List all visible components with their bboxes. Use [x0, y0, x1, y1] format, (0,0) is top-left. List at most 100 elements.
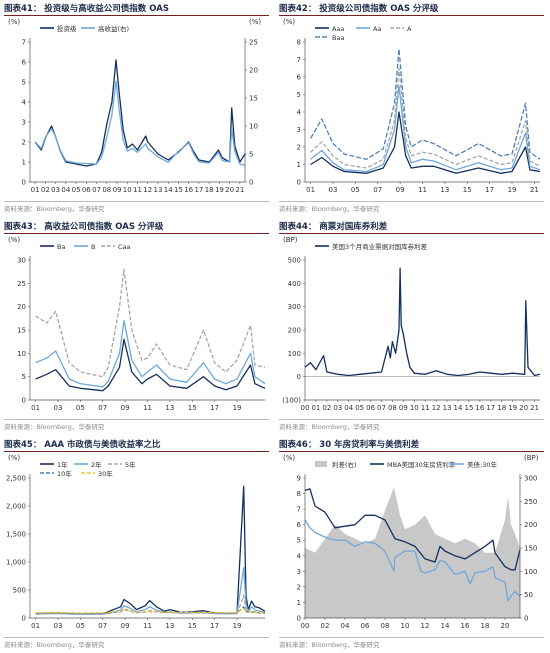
- y-tick-label: 6: [22, 59, 27, 67]
- y-tick-label: 5: [297, 537, 301, 545]
- x-tick-label: 13: [440, 186, 449, 194]
- y-tick-label: 3: [297, 126, 301, 134]
- x-tick-label: 19: [233, 622, 242, 630]
- x-tick-label: 13: [443, 404, 452, 412]
- y-tick-label: 4: [297, 552, 302, 560]
- y2-tick-label: 20: [249, 67, 258, 75]
- x-tick-label: 16: [475, 404, 484, 412]
- x-tick-label: 21: [530, 186, 539, 194]
- x-tick-label: 14: [164, 186, 173, 194]
- left-unit-label: (%): [283, 454, 295, 462]
- legend-label: 投资级: [57, 24, 77, 33]
- y-tick-label: 2,000: [6, 503, 26, 511]
- source-note: 资料来源：Bloomberg，华泰研究: [4, 423, 105, 431]
- left-unit-label: (%): [8, 18, 20, 26]
- title-rule: [4, 15, 269, 16]
- y-tick-label: 7: [297, 56, 301, 64]
- y2-tick-label: 0: [249, 179, 253, 187]
- chart-title: 图表43： 高收益公司债指数 OAS 分评级: [4, 222, 164, 232]
- x-tick-label: 20: [225, 186, 234, 194]
- x-tick-label: 19: [233, 404, 242, 412]
- x-tick-label: 13: [165, 622, 174, 630]
- y2-tick-label: 200: [524, 521, 537, 529]
- y2-tick-label: 100: [524, 568, 537, 576]
- x-tick-label: 18: [205, 186, 214, 194]
- y-tick-label: 0: [22, 179, 26, 187]
- x-tick-label: 17: [486, 404, 495, 412]
- title-rule: [279, 451, 544, 452]
- x-tick-label: 03: [54, 404, 63, 412]
- legend-label: Caa: [118, 243, 131, 251]
- right-unit-label: (BP): [524, 454, 539, 462]
- chart-panel-44: 图表44： 商票对国库券利差 (BP) 美国3个月商业票据对国库券利差 (100) 0…: [275, 218, 550, 435]
- y-tick-label: 5: [22, 373, 26, 381]
- y-tick-label: 7: [297, 506, 301, 514]
- chart-svg: (%) (BP)利差(右) MBA美国30年房贷利率 美债:30年0123456789…: [283, 454, 539, 630]
- right-unit-label: (%): [249, 18, 261, 26]
- x-tick-label: 09: [399, 404, 408, 412]
- legend-label: 高收益(右): [98, 24, 129, 33]
- source-rule: [4, 201, 269, 202]
- x-tick-label: 10: [123, 186, 132, 194]
- chart-panel-45: 图表45： AAA 市政债与美债收益率之比 (%) 1年 2年 5年 10年 30年 0 50…: [0, 436, 275, 653]
- y-tick-label: 5: [297, 91, 301, 99]
- series-line: [35, 268, 266, 378]
- source-rule: [279, 201, 544, 202]
- legend-label: Aaa: [332, 25, 344, 33]
- x-tick-label: 09: [396, 186, 405, 194]
- title-rule: [279, 233, 544, 234]
- legend-label: 30年: [98, 469, 113, 478]
- y-tick-label: 10: [17, 350, 26, 358]
- chart-title: 图表42： 投资级公司债指数 OAS 分评级: [279, 4, 439, 14]
- y2-tick-label: 0: [524, 615, 528, 623]
- series-line: [310, 67, 541, 169]
- x-tick-label: 08: [102, 186, 111, 194]
- legend-label: MBA美国30年房贷利率: [387, 460, 456, 469]
- legend-label: Ba: [57, 243, 65, 251]
- y-tick-label: 6: [297, 521, 302, 529]
- source-note: 资料来源：Bloomberg，华泰研究: [279, 205, 380, 213]
- series-line: [35, 566, 266, 616]
- x-tick-label: 08: [388, 404, 397, 412]
- x-tick-label: 01: [31, 404, 40, 412]
- series-line: [304, 488, 521, 571]
- source-note: 资料来源：Bloomberg，华泰研究: [4, 641, 105, 649]
- x-tick-label: 11: [143, 622, 152, 630]
- series-line: [35, 485, 266, 615]
- legend-label: 10年: [57, 469, 72, 478]
- x-tick-label: 19: [508, 186, 517, 194]
- series-line: [310, 111, 541, 174]
- x-tick-label: 03: [329, 186, 338, 194]
- y-tick-label: 3: [297, 568, 301, 576]
- x-tick-label: 07: [377, 404, 386, 412]
- x-tick-label: 12: [143, 186, 152, 194]
- x-tick-label: 06: [366, 404, 375, 412]
- x-tick-label: 15: [188, 622, 197, 630]
- y-tick-label: 20: [17, 303, 26, 311]
- y-tick-label: 300: [288, 303, 301, 311]
- x-tick-label: 14: [454, 404, 463, 412]
- x-tick-label: 21: [530, 404, 539, 412]
- x-tick-label: 05: [76, 404, 85, 412]
- x-tick-label: 04: [61, 186, 70, 194]
- y-tick-label: 2: [297, 144, 301, 152]
- x-tick-label: 10: [401, 622, 410, 630]
- y-tick-label: 2,500: [6, 475, 26, 483]
- x-tick-label: 20: [501, 622, 510, 630]
- series-line: [310, 85, 541, 173]
- y-tick-label: 15: [17, 327, 26, 335]
- y-tick-label: 100: [288, 350, 301, 358]
- legend-label: B: [91, 243, 95, 251]
- y-tick-label: 3: [22, 119, 26, 127]
- x-tick-label: 14: [441, 622, 450, 630]
- x-tick-label: 18: [481, 622, 490, 630]
- y-tick-label: 1: [22, 159, 26, 167]
- x-tick-label: 17: [485, 186, 494, 194]
- y-tick-label: 0: [297, 373, 301, 381]
- y-tick-label: 5: [22, 79, 26, 87]
- x-tick-label: 09: [121, 622, 130, 630]
- x-tick-label: 00: [301, 404, 310, 412]
- y-tick-label: 2: [22, 139, 26, 147]
- y2-tick-label: 250: [524, 498, 537, 506]
